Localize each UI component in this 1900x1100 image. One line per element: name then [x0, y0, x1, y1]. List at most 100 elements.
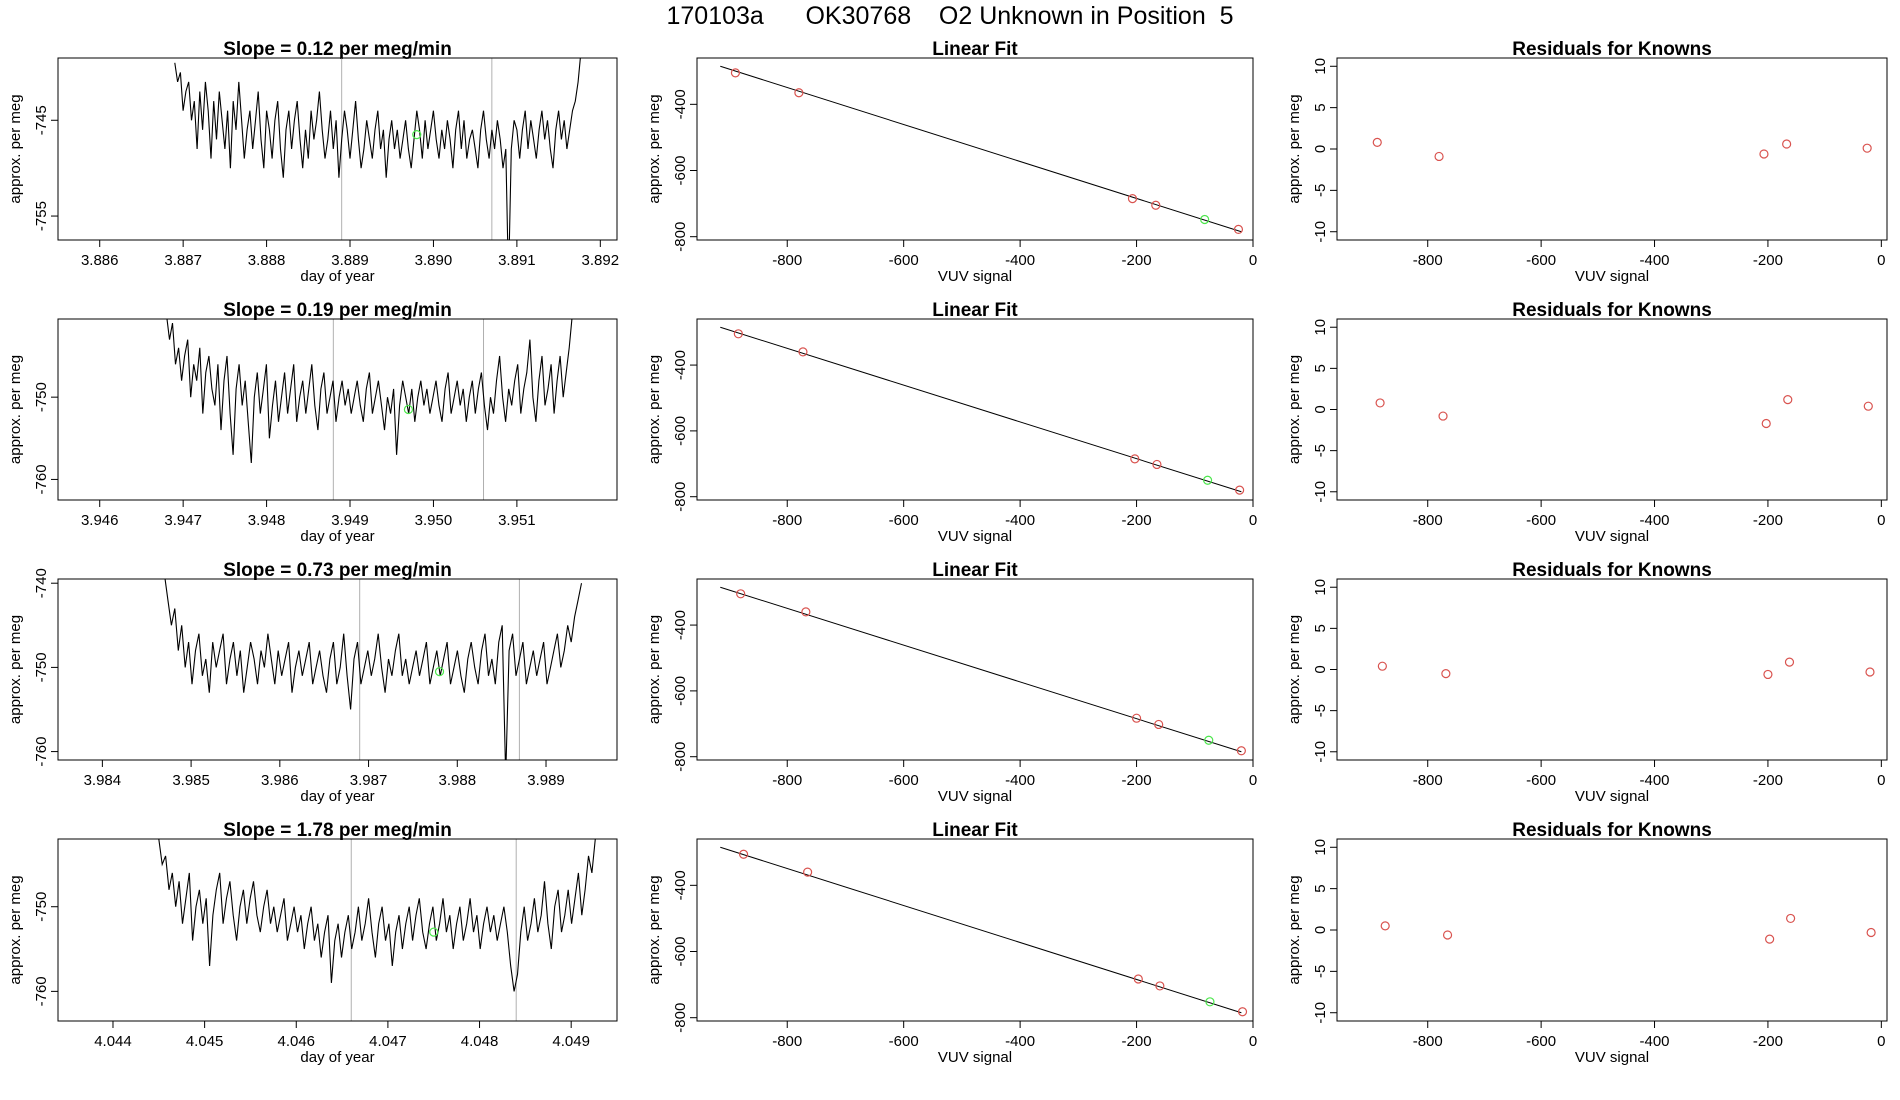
- y-tick-label: -600: [672, 936, 689, 966]
- residual-point: [1866, 927, 1876, 938]
- x-tick-label: 0: [1877, 252, 1885, 269]
- y-tick-label: 5: [1312, 624, 1329, 632]
- y-tick-label: -400: [672, 870, 689, 900]
- x-tick-label: 3.987: [350, 772, 388, 789]
- panel-row4-residuals: Residuals for Knowns -800 -600 -400 -200 0 VUV…: [1286, 820, 1888, 1066]
- x-tick-label: 3.985: [172, 772, 210, 789]
- plot-frame: [57, 57, 618, 241]
- panel-title: Slope = 0.19 per meg/min: [223, 300, 452, 321]
- x-tick-label: -600: [889, 772, 919, 789]
- x-tick-label: 3.888: [248, 252, 286, 269]
- known-point: [1131, 713, 1142, 723]
- y-tick-label: -755: [33, 201, 50, 231]
- panel-title: Residuals for Knowns: [1512, 300, 1712, 321]
- series-line: [174, 58, 581, 240]
- x-tick-label: -800: [772, 772, 802, 789]
- y-axis-label: approx. per meg: [7, 355, 24, 464]
- known-point: [794, 88, 804, 98]
- x-tick-label: 0: [1877, 1033, 1885, 1050]
- plot-area: [720, 326, 1245, 495]
- plot-area: [158, 839, 596, 1021]
- plot-frame: [1336, 57, 1888, 241]
- x-tick-label: 0: [1249, 1033, 1257, 1050]
- known-point: [1233, 224, 1244, 235]
- panel-title: Linear Fit: [932, 560, 1018, 581]
- x-axis-label: VUV signal: [938, 788, 1012, 805]
- x-tick-label: -400: [1640, 772, 1670, 789]
- y-tick-label: -800: [672, 1003, 689, 1033]
- residual-point: [1372, 137, 1382, 147]
- unknown-point: [1200, 214, 1210, 225]
- y-tick-label: -760: [33, 976, 50, 1006]
- x-tick-label: -600: [1526, 1033, 1556, 1050]
- unknown-point: [403, 404, 414, 415]
- plot-frame: [1336, 318, 1888, 501]
- x-tick-label: 3.984: [84, 772, 122, 789]
- residual-point: [1863, 401, 1873, 411]
- y-tick-label: -600: [672, 676, 689, 706]
- plot-frame: [696, 578, 1254, 761]
- panel-row1-residuals: Residuals for Knowns -800 -600 -400 -200 0 VUV…: [1286, 39, 1888, 285]
- x-tick-label: -800: [1413, 772, 1443, 789]
- panel-row3-timeseries: Slope = 0.73 per meg/min 3.984 3.985 3.986 3…: [7, 560, 618, 805]
- known-point: [1235, 485, 1245, 495]
- residual-point: [1782, 139, 1792, 149]
- panel-title: Residuals for Knowns: [1512, 39, 1712, 60]
- x-tick-label: -600: [1526, 512, 1556, 529]
- residual-point: [1377, 661, 1387, 671]
- x-tick-label: -200: [1753, 772, 1783, 789]
- x-tick-label: 4.048: [461, 1033, 499, 1050]
- panel-title: Linear Fit: [932, 820, 1018, 841]
- x-tick-label: -200: [1122, 252, 1152, 269]
- y-axis-label: approx. per meg: [1286, 615, 1303, 724]
- x-tick-label: -600: [1526, 772, 1556, 789]
- x-tick-label: -200: [1753, 252, 1783, 269]
- x-tick-label: 3.890: [415, 252, 453, 269]
- x-tick-label: -800: [1413, 512, 1443, 529]
- x-tick-label: -200: [1122, 1033, 1152, 1050]
- x-axis-label: VUV signal: [1575, 788, 1649, 805]
- residual-point: [1865, 667, 1875, 677]
- plot-area: [1372, 137, 1872, 162]
- y-tick-label: 0: [1312, 665, 1329, 673]
- y-tick-label: -750: [33, 382, 50, 412]
- plot-frame: [1336, 838, 1888, 1022]
- fit-line: [720, 586, 1242, 753]
- x-axis-label: VUV signal: [1575, 528, 1649, 545]
- plot-area: [720, 586, 1246, 756]
- x-tick-label: 0: [1249, 512, 1257, 529]
- x-axis-label: day of year: [300, 268, 374, 285]
- unknown-point: [434, 667, 445, 677]
- residual-point: [1786, 913, 1796, 924]
- known-point: [1154, 719, 1164, 730]
- x-tick-label: -200: [1753, 1033, 1783, 1050]
- x-tick-label: 0: [1877, 772, 1885, 789]
- unknown-point: [412, 130, 422, 140]
- x-tick-label: 0: [1249, 772, 1257, 789]
- panel-title: Residuals for Knowns: [1512, 560, 1712, 581]
- residual-point: [1862, 143, 1872, 153]
- x-tick-label: 3.950: [415, 512, 453, 529]
- known-point: [1127, 194, 1138, 204]
- x-tick-label: -800: [772, 252, 802, 269]
- known-point: [1133, 974, 1143, 984]
- x-tick-label: -800: [772, 512, 802, 529]
- known-point: [1155, 981, 1165, 991]
- y-tick-label: -760: [33, 464, 50, 494]
- panel-row1-timeseries: Slope = 0.12 per meg/min 3.886 3.887 3.888 3…: [7, 39, 619, 285]
- y-axis-label: approx. per meg: [1286, 875, 1303, 984]
- plot-area: [1377, 657, 1875, 680]
- y-axis-label: approx. per meg: [646, 94, 663, 203]
- residual-point: [1380, 921, 1390, 931]
- residual-point: [1761, 418, 1771, 429]
- known-point: [1237, 1007, 1248, 1017]
- y-tick-label: 5: [1312, 364, 1329, 372]
- unknown-point: [429, 927, 439, 937]
- y-axis-label: approx. per meg: [7, 875, 24, 984]
- plot-area: [166, 319, 573, 500]
- x-axis-label: VUV signal: [938, 268, 1012, 285]
- x-tick-label: -600: [889, 1033, 919, 1050]
- series-line: [164, 579, 583, 760]
